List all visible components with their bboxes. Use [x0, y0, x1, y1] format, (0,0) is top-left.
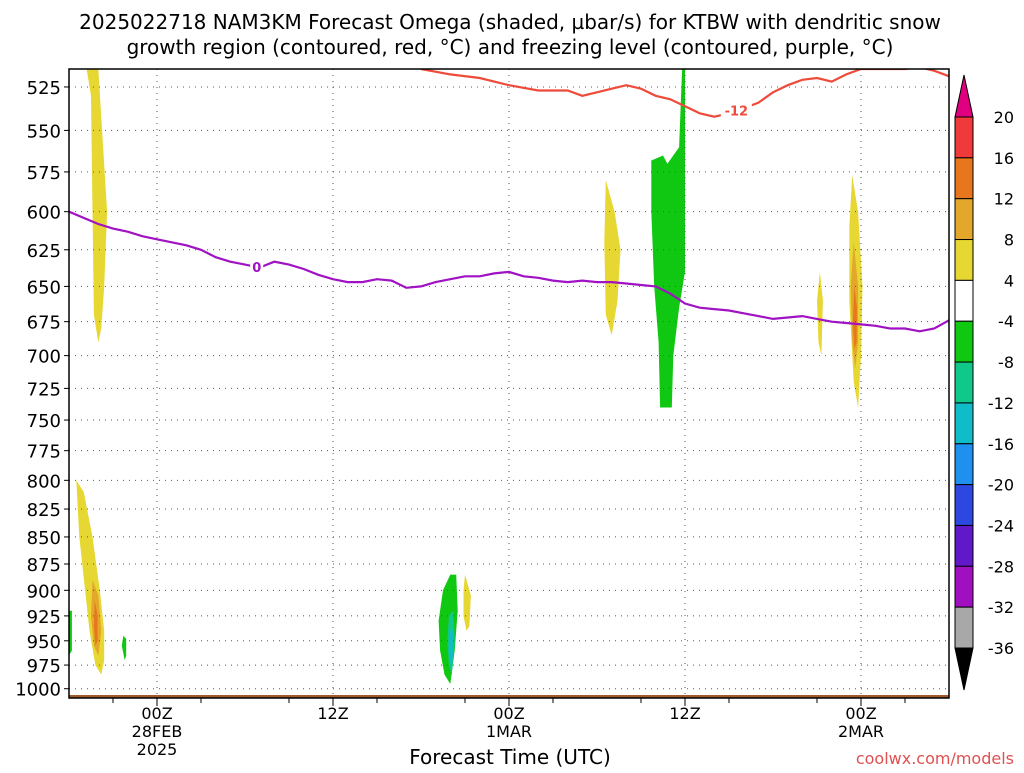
contour-label-bg--12	[720, 102, 752, 119]
colorbar-label-12: -32	[988, 598, 1014, 617]
colorbar-swatch-11	[954, 524, 974, 567]
colorbar-label-9: -20	[988, 476, 1014, 495]
colorbar-label-3: 8	[1004, 231, 1014, 250]
y-tick-label-825: 825	[27, 500, 61, 521]
x-tick-date-30: 1MAR	[486, 722, 532, 741]
y-tick-label-650: 650	[27, 277, 61, 298]
y-tick-label-975: 975	[27, 656, 61, 677]
colorbar-label-4: 4	[1004, 271, 1014, 290]
y-tick-label-925: 925	[27, 607, 61, 628]
colorbar-bottom-triangle	[954, 647, 974, 691]
omega_12_16-region-2	[852, 286, 857, 349]
colorbar-swatch-5	[954, 279, 974, 322]
colorbar-label-10: -24	[988, 516, 1014, 535]
colorbar-label-11: -28	[988, 557, 1014, 576]
colorbar-swatch-3	[954, 198, 974, 241]
colorbar-label-1: 16	[994, 149, 1014, 168]
y-tick-label-800: 800	[27, 471, 61, 492]
y-tick-label-600: 600	[27, 203, 61, 224]
omega_-4_-8-region-1	[651, 69, 685, 408]
y-tick-label-675: 675	[27, 313, 61, 334]
x-tick-year-6: 2025	[137, 740, 178, 759]
y-tick-label-850: 850	[27, 528, 61, 549]
y-tick-label-575: 575	[27, 163, 61, 184]
colorbar-swatch-13	[954, 606, 974, 649]
x-tick-date-6: 28FEB	[132, 722, 183, 741]
colorbar-label-5: -4	[998, 312, 1014, 331]
colorbar-label-0: 20	[994, 108, 1014, 127]
colorbar-label-2: 12	[994, 190, 1014, 209]
y-tick-label-875: 875	[27, 555, 61, 576]
omega_4_8-region-5	[463, 574, 471, 631]
chart-title-line1: 2025022718 NAM3KM Forecast Omega (shaded…	[79, 10, 941, 34]
y-tick-label-750: 750	[27, 411, 61, 432]
colorbar-swatch-10	[954, 484, 974, 526]
contour-lines: -12 0	[69, 69, 949, 333]
y-tick-label-625: 625	[27, 241, 61, 262]
colorbar-label-8: -16	[988, 435, 1014, 454]
credit-text: coolwx.com/models	[856, 749, 1014, 768]
contour-label-0: 0	[252, 261, 261, 276]
colorbar: 20 16 12 8 4 -4 -8 -12 -16 -20 -24 -28 -32 -36	[954, 74, 1014, 691]
y-tick-label-775: 775	[27, 442, 61, 463]
omega_-4_-8-region-3	[121, 635, 127, 661]
x-tick-date-54: 2MAR	[838, 722, 884, 741]
colorbar-swatch-4	[954, 239, 974, 281]
colorbar-top-triangle	[954, 74, 974, 118]
y-tick-label-700: 700	[27, 347, 61, 368]
omega_-12_-16-region-1	[449, 628, 454, 666]
colorbar-swatch-1	[954, 116, 974, 159]
omega_4_8-region-3	[604, 180, 621, 336]
y-tick-label-950: 950	[27, 632, 61, 653]
x-tick-label-6: 00Z	[141, 704, 172, 723]
x-tick-label-42: 12Z	[669, 704, 700, 723]
contour-label-bg-0	[250, 258, 264, 275]
omega_4_8-region-2	[76, 480, 105, 675]
omega-shading	[69, 69, 863, 684]
y-tick-label-525: 525	[27, 78, 61, 99]
colorbar-swatch-8	[954, 402, 974, 445]
omega_4_8-region-6	[817, 271, 823, 356]
chart-title-line2: growth region (contoured, red, °C) and f…	[127, 35, 894, 59]
omega_12_16-region-1	[93, 600, 98, 646]
x-tick-label-54: 00Z	[845, 704, 876, 723]
colorbar-label-7: -12	[988, 394, 1014, 413]
y-tick-label-725: 725	[27, 379, 61, 400]
colorbar-label-6: -8	[998, 353, 1014, 372]
colorbar-label-13: -36	[988, 639, 1014, 658]
y-tick-label-900: 900	[27, 581, 61, 602]
omega_4_8-region-1	[86, 69, 108, 343]
colorbar-swatch-6	[954, 320, 974, 363]
x-tick-label-18: 12Z	[317, 704, 348, 723]
colorbar-swatch-7	[954, 361, 974, 404]
colorbar-swatch-9	[954, 443, 974, 486]
y-axis: 525 550 575 600 625 650 675 700 725 750 775 800 825 8…	[15, 78, 69, 701]
x-axis-label: Forecast Time (UTC)	[409, 745, 611, 768]
y-tick-label-1000: 1000	[15, 680, 61, 701]
y-tick-label-550: 550	[27, 121, 61, 142]
contour-line-0	[69, 210, 949, 333]
x-tick-label-30: 00Z	[493, 704, 524, 723]
contour-label--12: -12	[725, 105, 749, 120]
colorbar-swatch-12	[954, 565, 974, 608]
grid-lines	[69, 69, 949, 698]
colorbar-swatch-2	[954, 157, 974, 200]
